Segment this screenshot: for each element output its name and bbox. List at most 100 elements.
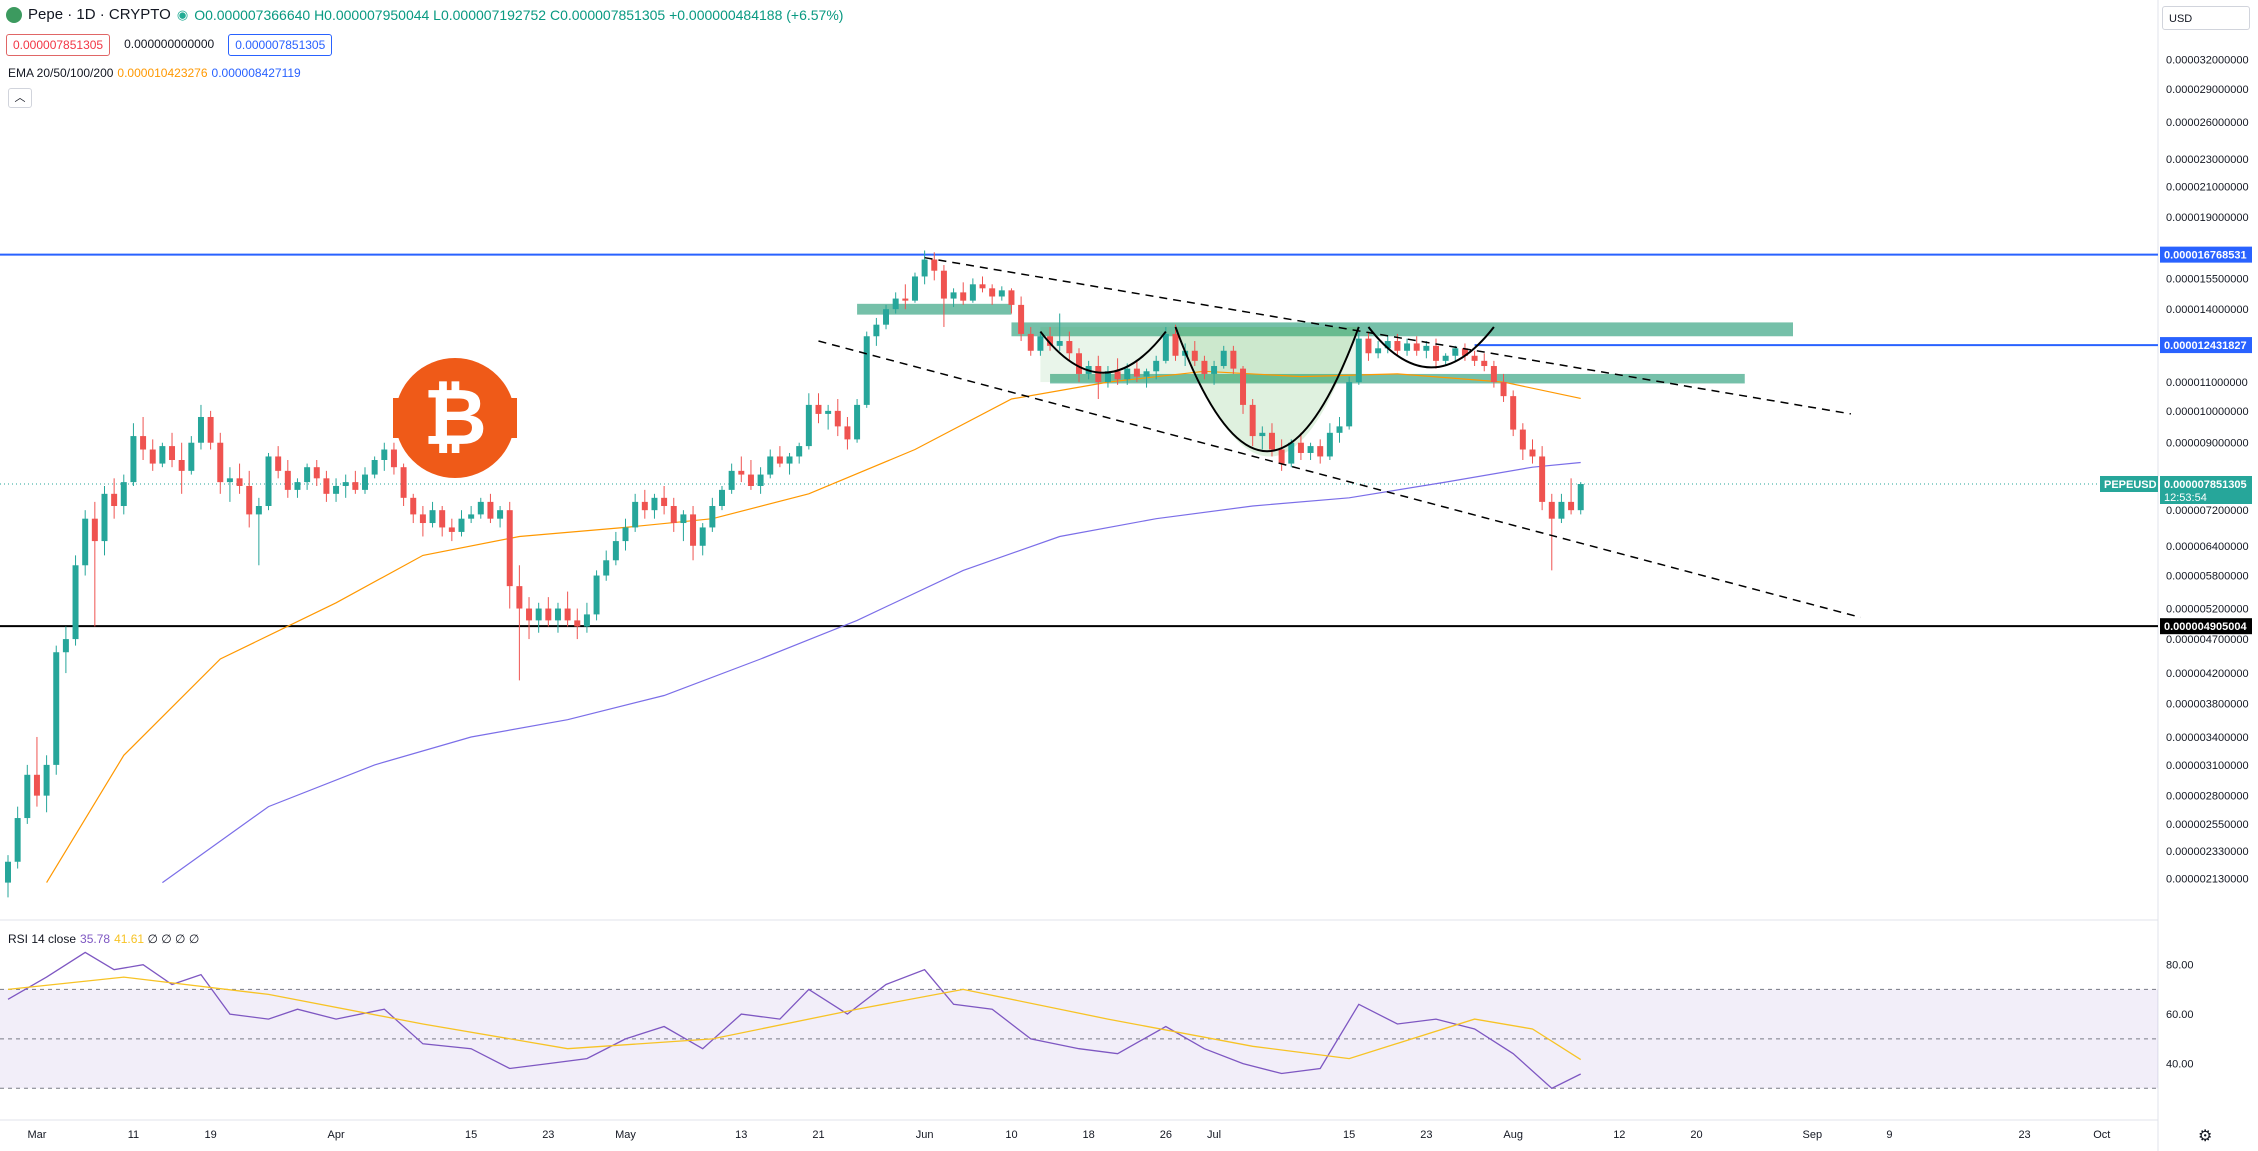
chevron-up-icon[interactable]: ︿ <box>8 88 32 108</box>
x-tick-label: 18 <box>1083 1129 1095 1141</box>
candle-body <box>574 620 581 627</box>
candle-body <box>468 514 475 519</box>
candle-body <box>719 489 725 507</box>
ema-50-line <box>46 370 1581 883</box>
candle-body <box>1539 456 1546 502</box>
candle-body <box>1471 355 1478 361</box>
x-tick-label: 15 <box>1343 1129 1355 1141</box>
candle-body <box>632 501 639 528</box>
candle-body <box>1133 368 1140 377</box>
candle-body <box>767 456 774 475</box>
left-shoulder-arc <box>1039 330 1167 374</box>
eye-icon[interactable]: ◉ <box>176 6 189 22</box>
gear-icon[interactable]: ⚙ <box>2198 1128 2213 1145</box>
rsi-band <box>0 989 2158 1089</box>
candle-body <box>593 575 600 615</box>
candle-body <box>873 324 880 337</box>
brand-logo-icon <box>393 398 517 438</box>
candle-body <box>854 404 861 440</box>
buy-price[interactable]: 0.000007851305 <box>228 34 333 56</box>
candle-body <box>1433 345 1439 361</box>
candle-body <box>940 270 947 299</box>
sell-price[interactable]: 0.000007851305 <box>6 34 111 56</box>
candle-body <box>333 485 340 494</box>
candle-body <box>43 764 50 796</box>
candle-body <box>921 259 928 277</box>
candle-body <box>439 510 446 528</box>
candle-body <box>950 292 957 299</box>
neckline-zone <box>1050 373 1745 384</box>
candle-body <box>1249 404 1256 437</box>
candle-body <box>82 518 89 566</box>
candle-body <box>33 774 40 796</box>
candle-body <box>371 459 378 475</box>
candle-body <box>1346 382 1353 427</box>
candle-body <box>487 501 494 519</box>
y-tick-label: 0.000007200000 <box>2166 505 2249 517</box>
candle-body <box>169 446 176 460</box>
candle-body <box>1529 449 1536 457</box>
y-tick-label: 0.000006400000 <box>2166 541 2249 553</box>
ema-200-line <box>162 461 1581 884</box>
candle-body <box>699 527 706 546</box>
candle-body <box>323 478 330 494</box>
candle-body <box>226 478 233 483</box>
candle-body <box>1384 341 1391 349</box>
candle-body <box>1008 290 1015 305</box>
ema-value-1: 0.000010423276 <box>117 66 208 80</box>
candle-body <box>1394 341 1401 351</box>
head-arc <box>1174 326 1360 452</box>
candle-body <box>1442 355 1449 361</box>
candle-body <box>1172 333 1179 356</box>
candle-body <box>1066 341 1073 354</box>
price-label-bg <box>2160 475 2252 504</box>
y-tick-label: 0.000021000000 <box>2166 182 2249 194</box>
candle-body <box>1259 432 1266 437</box>
quote-row: 0.000007851305 0.000000000000 0.00000785… <box>6 34 333 56</box>
candle-body <box>419 514 426 524</box>
candle-body <box>911 276 918 301</box>
x-tick-label: 19 <box>204 1129 216 1141</box>
ohlc-values: O0.000007366640 H0.000007950044 L0.00000… <box>194 6 844 23</box>
y-tick-label: 0.000004700000 <box>2166 634 2249 646</box>
y-tick-label: 0.000004200000 <box>2166 668 2249 680</box>
brand-logo-glyph: ₿ <box>423 373 487 463</box>
candle-body <box>776 456 783 464</box>
candle-body <box>24 774 31 819</box>
y-tick-label: 0.000003400000 <box>2166 732 2249 744</box>
candle-body <box>197 416 204 443</box>
candle-body <box>477 501 484 515</box>
candle-body <box>796 446 803 457</box>
y-tick-label: 0.000011000000 <box>2166 377 2248 389</box>
x-tick-label: Sep <box>1803 1129 1823 1141</box>
candle-body <box>1297 442 1304 453</box>
x-tick-label: 23 <box>542 1129 554 1141</box>
y-tick-label: 0.000003100000 <box>2166 760 2249 772</box>
candle-body <box>313 467 320 479</box>
candle-body <box>1307 446 1314 453</box>
symbol-title[interactable]: Pepe · 1D · CRYPTO <box>28 6 171 23</box>
rsi-tick-label: 40.00 <box>2166 1059 2194 1071</box>
pattern-fill <box>1040 326 1359 383</box>
candle-body <box>1095 366 1102 383</box>
currency-select[interactable]: USD <box>2162 6 2250 30</box>
x-tick-label: 13 <box>735 1129 747 1141</box>
rsi-tick-label: 60.00 <box>2166 1009 2194 1021</box>
candle-body <box>815 404 822 414</box>
x-tick-label: 20 <box>1690 1129 1702 1141</box>
candle-body <box>969 284 976 301</box>
right-shoulder-arc <box>1367 326 1495 369</box>
rsi-ma-line <box>7 976 1582 1061</box>
candle-body <box>53 652 60 765</box>
symbol-tag: PEPEUSD <box>2104 479 2157 491</box>
candle-body <box>497 510 504 519</box>
candle-body <box>1056 341 1063 346</box>
candle-body <box>120 482 127 507</box>
rsi-legend[interactable]: RSI 14 close 35.78 41.61 ∅ ∅ ∅ ∅ <box>8 932 199 946</box>
candle-body <box>1018 304 1025 334</box>
candle-body <box>1143 371 1150 377</box>
candle-body <box>1404 343 1411 351</box>
ema-legend[interactable]: EMA 20/50/100/200 0.000010423276 0.0000084… <box>8 66 301 80</box>
candle-body <box>448 527 455 532</box>
